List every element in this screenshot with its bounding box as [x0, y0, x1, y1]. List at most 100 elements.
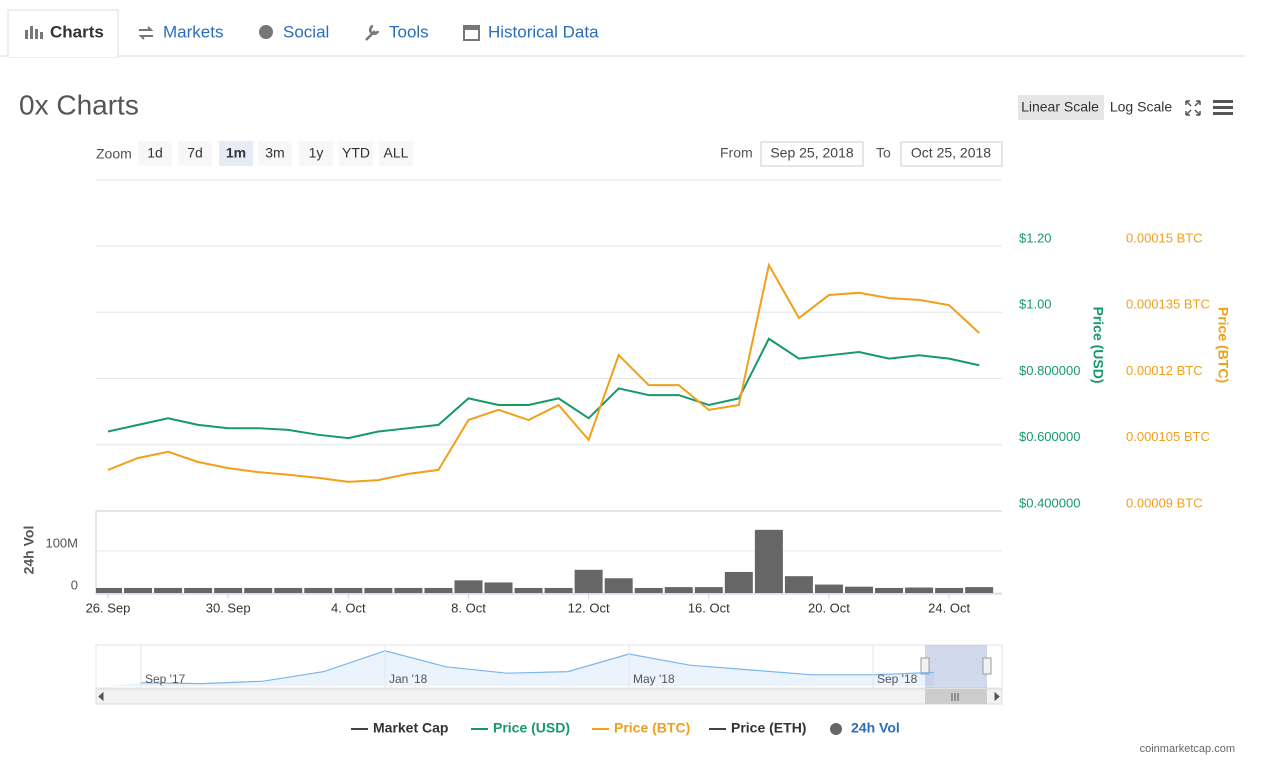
zoom-label: Zoom [96, 146, 132, 162]
date-input[interactable] [900, 141, 1003, 167]
volume-bar [214, 587, 243, 593]
x-tick-label: 4. Oct [331, 600, 366, 615]
price-line [107, 337, 980, 440]
navigator-handle[interactable] [982, 657, 992, 675]
page-title: 0x Charts [19, 89, 139, 120]
volume-bar [244, 587, 273, 593]
volume-bar [424, 587, 453, 593]
volume-bar [124, 587, 153, 593]
y2-tick-label: 0.000105 BTC [1126, 429, 1210, 444]
zoom-button[interactable]: 1d [147, 145, 163, 161]
zoom-button[interactable]: 1y [309, 145, 324, 161]
volume-bar [184, 587, 213, 593]
x-tick-label: 24. Oct [928, 600, 970, 615]
volume-bar [304, 587, 333, 593]
volume-bar [154, 587, 183, 593]
scrollbar-arrows [98, 691, 1000, 702]
volume-bar [604, 578, 633, 593]
x-tick-label: 26. Sep [86, 600, 131, 615]
x-tick-label: 16. Oct [688, 600, 730, 615]
volume-bar [694, 587, 723, 593]
volume-bar [814, 584, 843, 593]
volume-tick-label: 100M [45, 535, 78, 550]
legend-label[interactable]: Price (ETH) [731, 720, 806, 736]
zoom-button[interactable]: ALL [384, 145, 409, 161]
volume-bar [935, 587, 964, 593]
from-label: From [720, 145, 753, 161]
volume-bar [364, 587, 393, 593]
navigator-handle[interactable] [920, 657, 930, 675]
y-tick-label: $0.800000 [1019, 363, 1080, 378]
zoom-button[interactable]: 7d [187, 145, 203, 161]
scrollbar-track[interactable] [95, 688, 1003, 705]
navigator-label: May '18 [633, 672, 675, 686]
zoom-button-bg[interactable] [379, 141, 413, 166]
navigator-line [140, 650, 935, 685]
volume-tick-label: 0 [71, 577, 78, 592]
x-tick-label: 8. Oct [451, 600, 486, 615]
legend-label[interactable]: Price (USD) [493, 720, 570, 736]
zoom-button[interactable]: YTD [342, 145, 370, 161]
legend-symbol [830, 723, 842, 735]
volume-bar [394, 587, 423, 593]
y2-tick-label: 0.000135 BTC [1126, 297, 1210, 312]
y2-tick-label: 0.00012 BTC [1126, 363, 1203, 378]
zoom-button-bg[interactable] [219, 141, 253, 166]
from-date[interactable]: Sep 25, 2018 [770, 145, 854, 161]
y-axis-title: Price (USD) [1090, 306, 1106, 383]
navigator-frame [95, 644, 1003, 689]
tab[interactable]: Historical Data [488, 22, 599, 41]
scale-button[interactable]: Linear Scale [1021, 99, 1099, 115]
menu-icon[interactable] [1213, 100, 1233, 115]
tab[interactable]: Tools [389, 22, 429, 41]
x-tick-label: 12. Oct [568, 600, 610, 615]
navigator-label: Sep '18 [877, 672, 918, 686]
credit[interactable]: coinmarketcap.com [1140, 743, 1235, 755]
tab[interactable]: Social [283, 22, 329, 41]
scrollbar-thumb[interactable] [925, 689, 987, 704]
y-tick-label: $0.400000 [1019, 495, 1080, 510]
price-line [107, 262, 980, 483]
date-input[interactable] [760, 141, 864, 167]
tab-icons [25, 24, 480, 41]
x-tick-label: 30. Sep [206, 600, 251, 615]
volume-bar [334, 587, 363, 593]
tab[interactable]: Markets [163, 22, 223, 41]
volume-bar [754, 529, 783, 593]
volume-bar [905, 587, 934, 593]
volume-bar [274, 587, 303, 593]
zoom-button[interactable]: 1m [226, 145, 246, 161]
navigator-area [110, 650, 934, 686]
y2-tick-label: 0.00009 BTC [1126, 495, 1203, 510]
scale-button[interactable]: Log Scale [1110, 99, 1172, 115]
volume-bar [875, 587, 904, 593]
y-tick-label: $1.20 [1019, 230, 1052, 245]
volume-bar [96, 587, 122, 593]
fullscreen-icon[interactable] [1185, 100, 1201, 116]
zoom-button-bg[interactable] [339, 141, 373, 166]
to-date[interactable]: Oct 25, 2018 [911, 145, 991, 161]
y2-axis-title: Price (BTC) [1215, 307, 1231, 383]
zoom-button[interactable]: 3m [265, 145, 284, 161]
volume-bar [965, 587, 994, 593]
legend-label[interactable]: Market Cap [373, 720, 448, 736]
volume-bar [784, 576, 813, 593]
y-tick-label: $0.600000 [1019, 429, 1080, 444]
to-label: To [876, 145, 891, 161]
volume-bar [664, 587, 693, 593]
legend-label[interactable]: Price (BTC) [614, 720, 690, 736]
volume-bar [845, 586, 873, 593]
zoom-button-bg[interactable] [258, 141, 292, 166]
volume-bar [574, 569, 603, 593]
volume-bar [544, 587, 573, 593]
volume-bar [724, 571, 753, 593]
zoom-button-bg[interactable] [299, 141, 333, 166]
legend-label[interactable]: 24h Vol [851, 720, 900, 736]
navigator-window[interactable] [925, 645, 987, 688]
scale-button-bg [1018, 95, 1104, 120]
volume-axis-title: 24h Vol [21, 526, 37, 575]
tab[interactable]: Charts [50, 22, 104, 41]
zoom-button-bg[interactable] [138, 141, 172, 166]
zoom-button-bg[interactable] [178, 141, 212, 166]
